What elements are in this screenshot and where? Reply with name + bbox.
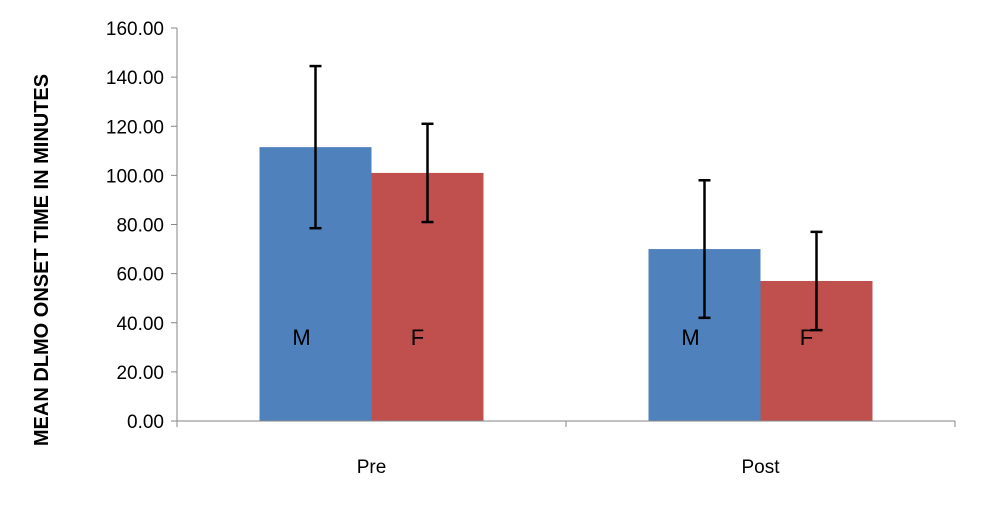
y-axis-label: MEAN DLMO ONSET TIME IN MINUTES (31, 74, 53, 446)
y-tick-label: 60.00 (116, 265, 164, 286)
y-tick-label: 120.00 (106, 117, 164, 138)
y-tick-label: 160.00 (106, 19, 164, 40)
bar-series-label: F (411, 325, 424, 350)
x-tick-marks (176, 421, 956, 427)
y-tick-labels: 0.00 20.00 40.00 60.00 80.00 100.00 120.00 140.… (106, 19, 177, 433)
y-tick-label: 0.00 (127, 412, 164, 433)
y-tick-label: 80.00 (116, 216, 164, 237)
bar-series-label: F (800, 325, 813, 350)
x-tick-labels: Pre Post (357, 457, 781, 478)
bar-series-label: M (681, 325, 699, 350)
x-tick-label: Pre (357, 457, 387, 478)
x-tick-label: Post (741, 457, 780, 478)
y-tick-label: 20.00 (116, 363, 164, 384)
y-tick-label: 100.00 (106, 166, 164, 187)
bars (259, 147, 873, 422)
error-bars (309, 64, 823, 332)
y-tick-label: 140.00 (106, 68, 164, 89)
bar-series-label: M (292, 325, 310, 350)
y-tick-label: 40.00 (116, 314, 164, 335)
